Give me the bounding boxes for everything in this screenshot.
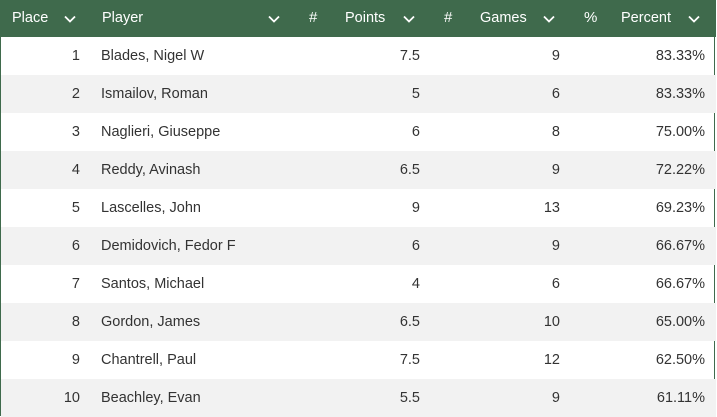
games-cell: 12 <box>543 352 560 368</box>
chevron-down-icon[interactable] <box>63 12 77 26</box>
place-cell: 7 <box>71 276 80 292</box>
table-row: 1 Blades, Nigel W 7.5 9 83.33% <box>1 37 716 75</box>
place-cell: 4 <box>71 162 80 178</box>
points-hash-icon: # <box>309 9 318 26</box>
points-cell: 6 <box>411 238 420 254</box>
points-cell: 5 <box>411 86 420 102</box>
place-cell: 9 <box>71 352 80 368</box>
player-cell: Lascelles, John <box>101 200 201 216</box>
player-cell: Reddy, Avinash <box>101 162 201 178</box>
player-cell: Blades, Nigel W <box>101 48 205 64</box>
percent-cell: 66.67% <box>655 276 705 292</box>
player-cell: Demidovich, Fedor F <box>101 238 236 254</box>
percent-cell: 75.00% <box>655 124 705 140</box>
games-column-header[interactable]: Games <box>480 10 527 26</box>
chevron-down-icon[interactable] <box>402 12 416 26</box>
percent-cell: 61.11% <box>656 390 705 406</box>
player-cell: Beachley, Evan <box>101 390 201 406</box>
place-cell: 5 <box>71 200 80 216</box>
percent-cell: 66.67% <box>655 238 705 254</box>
points-cell: 7.5 <box>399 48 420 64</box>
place-cell: 6 <box>71 238 80 254</box>
points-column-header[interactable]: Points <box>345 10 386 26</box>
points-cell: 9 <box>411 200 420 216</box>
percent-cell: 72.22% <box>655 162 705 178</box>
percent-cell: 69.23% <box>655 200 705 216</box>
percent-symbol-icon: % <box>584 9 598 26</box>
games-cell: 6 <box>551 86 560 102</box>
place-cell: 10 <box>63 390 80 406</box>
table-row: 9 Chantrell, Paul 7.5 12 62.50% <box>1 341 716 379</box>
percent-cell: 62.50% <box>655 352 705 368</box>
place-cell: 8 <box>71 314 80 330</box>
table-row: 6 Demidovich, Fedor F 6 9 66.67% <box>1 227 716 265</box>
games-cell: 9 <box>551 390 560 406</box>
player-cell: Santos, Michael <box>101 276 205 292</box>
chevron-down-icon[interactable] <box>267 12 281 26</box>
place-cell: 2 <box>71 86 80 102</box>
percent-cell: 83.33% <box>655 86 705 102</box>
percent-cell: 83.33% <box>655 48 705 64</box>
percent-cell: 65.00% <box>655 314 705 330</box>
points-cell: 5.5 <box>399 390 420 406</box>
points-cell: 6.5 <box>399 162 420 178</box>
table-row: 8 Gordon, James 6.5 10 65.00% <box>1 303 716 341</box>
points-cell: 4 <box>411 276 420 292</box>
player-cell: Gordon, James <box>101 314 201 330</box>
table-row: 7 Santos, Michael 4 6 66.67% <box>1 265 716 303</box>
points-cell: 7.5 <box>399 352 420 368</box>
player-cell: Ismailov, Roman <box>101 86 208 102</box>
player-column-header[interactable]: Player <box>102 10 144 26</box>
games-cell: 9 <box>551 238 560 254</box>
chevron-down-icon[interactable] <box>687 12 701 26</box>
games-cell: 9 <box>551 162 560 178</box>
points-cell: 6.5 <box>399 314 420 330</box>
games-cell: 6 <box>551 276 560 292</box>
place-cell: 3 <box>71 124 80 140</box>
table-header: Place Player # Points # Games % Percent <box>1 0 716 37</box>
table-row: 3 Naglieri, Giuseppe 6 8 75.00% <box>1 113 716 151</box>
player-cell: Naglieri, Giuseppe <box>101 124 221 140</box>
player-cell: Chantrell, Paul <box>101 352 197 368</box>
table-row: 4 Reddy, Avinash 6.5 9 72.22% <box>1 151 716 189</box>
table-body: 1 Blades, Nigel W 7.5 9 83.33% 2 Ismailo… <box>1 37 716 417</box>
games-cell: 10 <box>543 314 560 330</box>
table-row: 2 Ismailov, Roman 5 6 83.33% <box>1 75 716 113</box>
games-cell: 13 <box>543 200 560 216</box>
games-hash-icon: # <box>444 9 453 26</box>
points-cell: 6 <box>411 124 420 140</box>
place-column-header[interactable]: Place <box>12 10 49 26</box>
games-cell: 9 <box>551 48 560 64</box>
games-cell: 8 <box>551 124 560 140</box>
chevron-down-icon[interactable] <box>542 12 556 26</box>
table-row: 5 Lascelles, John 9 13 69.23% <box>1 189 716 227</box>
table-row: 10 Beachley, Evan 5.5 9 61.11% <box>1 379 716 417</box>
percent-column-header[interactable]: Percent <box>621 10 671 26</box>
place-cell: 1 <box>71 48 80 64</box>
